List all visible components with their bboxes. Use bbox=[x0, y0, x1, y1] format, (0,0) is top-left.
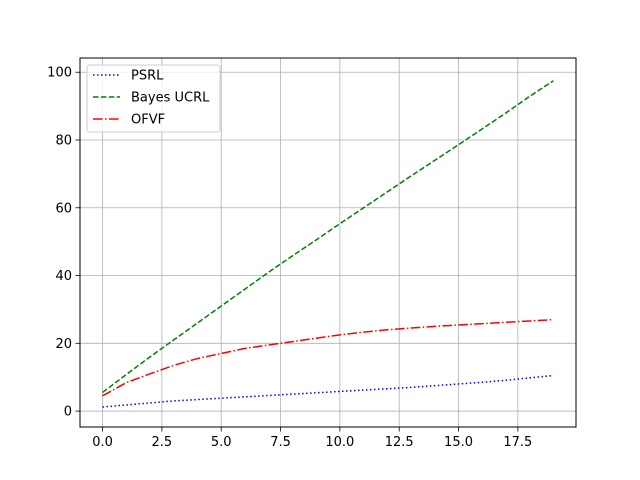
series-line-psrl bbox=[102, 374, 554, 408]
y-axis-ticks: 0 20 40 60 80 100 bbox=[47, 66, 80, 420]
y-tick-label: 80 bbox=[55, 134, 72, 149]
x-tick-label: 2.5 bbox=[152, 435, 173, 450]
grid bbox=[80, 58, 576, 427]
x-tick-label: 17.5 bbox=[503, 435, 532, 450]
y-tick-label: 40 bbox=[55, 269, 72, 284]
x-axis-ticks: 0.0 2.5 5.0 7.5 10.0 12.5 15.0 17.5 bbox=[92, 427, 532, 450]
y-tick-label: 0 bbox=[64, 405, 72, 420]
plot-frame bbox=[79, 57, 577, 428]
legend-label: PSRL bbox=[131, 69, 164, 84]
y-tick-label: 100 bbox=[47, 66, 72, 81]
series-line-ofvf bbox=[102, 318, 554, 397]
x-tick-label: 15.0 bbox=[444, 435, 473, 450]
x-tick-label: 0.0 bbox=[92, 435, 113, 450]
legend-label: Bayes UCRL bbox=[131, 91, 210, 106]
y-tick-label: 20 bbox=[55, 337, 72, 352]
x-tick-label: 12.5 bbox=[385, 435, 414, 450]
legend: PSRL Bayes UCRL OFVF bbox=[86, 64, 221, 133]
y-tick-label: 60 bbox=[55, 201, 72, 216]
series-line-bayes-ucrl bbox=[102, 80, 554, 394]
legend-box bbox=[86, 64, 221, 133]
legend-label: OFVF bbox=[131, 113, 165, 128]
series-lines bbox=[102, 80, 554, 408]
x-tick-label: 7.5 bbox=[270, 435, 291, 450]
x-tick-label: 10.0 bbox=[325, 435, 354, 450]
x-tick-label: 5.0 bbox=[211, 435, 232, 450]
